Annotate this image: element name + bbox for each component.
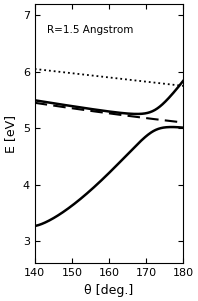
Text: R=1.5 Angstrom: R=1.5 Angstrom — [47, 25, 133, 35]
Y-axis label: E [eV]: E [eV] — [4, 115, 17, 153]
X-axis label: θ [deg.]: θ [deg.] — [84, 284, 134, 297]
